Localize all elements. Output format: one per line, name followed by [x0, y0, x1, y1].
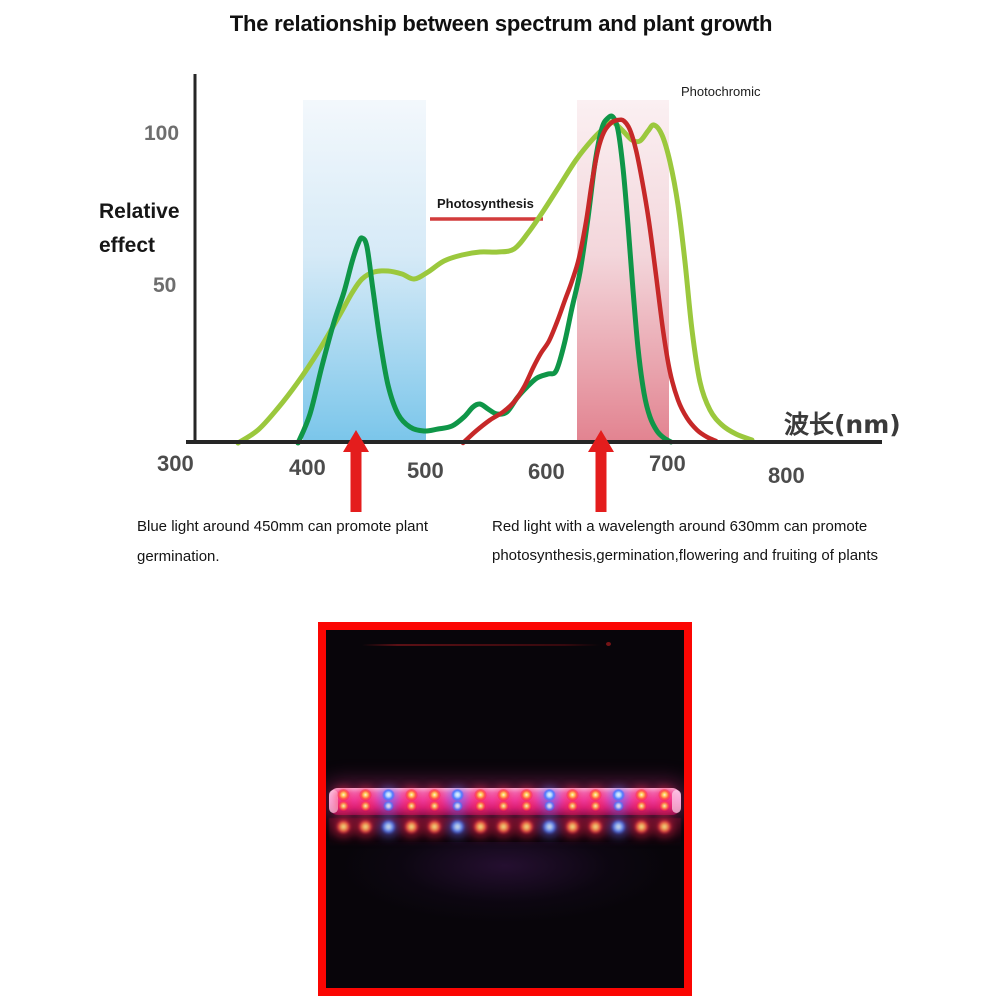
led-reflection-red [656, 820, 672, 835]
photochromic-label: Photochromic [681, 84, 761, 99]
x-tick-400: 400 [289, 455, 326, 480]
grow-light-photo [318, 622, 692, 996]
led-reflection-red [358, 820, 374, 835]
x-tick-500: 500 [407, 458, 444, 483]
led-red [566, 801, 578, 812]
led-red [498, 801, 509, 812]
red-light-arrow [588, 430, 614, 512]
led-blue [611, 789, 625, 802]
led-blue [383, 801, 395, 812]
led-reflection-red [473, 820, 489, 835]
led-reflection-red [335, 820, 351, 835]
led-red [497, 789, 510, 802]
ceiling-reflection-dot [606, 642, 611, 646]
led-reflection-red [496, 820, 511, 835]
led-reflection-blue [610, 820, 626, 835]
led-blue [612, 801, 624, 812]
led-blue [542, 789, 556, 802]
led-red [360, 801, 372, 812]
led-red [336, 789, 350, 802]
led-tube [329, 788, 681, 815]
red-light-caption: Red light with a wavelength around 630mm… [492, 518, 879, 564]
y-axis-label: Relative effect [99, 200, 180, 257]
led-red [588, 789, 602, 802]
led-blue [543, 801, 555, 812]
led-tube-reflection [329, 818, 681, 848]
x-tick-300: 300 [157, 451, 194, 476]
led-reflection-red [427, 820, 443, 835]
led-reflection-red [564, 820, 580, 835]
led-red [428, 789, 442, 802]
blue-light-band [303, 100, 426, 444]
led-blue [451, 789, 465, 802]
curve-photochromic [460, 117, 719, 446]
curve-photosynthesis-action [235, 119, 755, 446]
led-red [589, 801, 601, 812]
led-blue [382, 789, 396, 802]
led-reflection-blue [541, 820, 557, 835]
wavelength-unit-label: 波长(nm) [784, 410, 901, 439]
led-blue [452, 801, 464, 812]
led-reflection-red [587, 820, 603, 835]
led-red [474, 789, 488, 802]
led-red [657, 789, 671, 802]
led-red [634, 789, 648, 802]
ceiling-reflection-line [362, 644, 600, 646]
x-tick-700: 700 [649, 451, 686, 476]
led-red [405, 789, 419, 802]
y-tick-100: 100 [144, 122, 180, 145]
x-tick-800: 800 [768, 463, 805, 488]
y-tick-50: 50 [153, 274, 177, 297]
led-reflection-blue [450, 820, 466, 835]
floor-glow [344, 842, 666, 922]
blue-light-arrow [343, 430, 369, 512]
led-red [520, 801, 532, 812]
led-reflection-red [404, 820, 420, 835]
led-reflection-red [518, 820, 534, 835]
photosynthesis-label: Photosynthesis [437, 196, 534, 211]
led-red [475, 801, 487, 812]
led-red [565, 789, 579, 802]
led-reflection-blue [381, 820, 397, 835]
blue-light-caption: Blue light around 450mm can promote plan… [137, 518, 429, 565]
led-red [635, 801, 647, 812]
x-tick-600: 600 [528, 459, 565, 484]
page-title: The relationship between spectrum and pl… [229, 11, 773, 36]
led-reflection-red [633, 820, 649, 835]
led-red [337, 801, 349, 812]
led-red [359, 789, 373, 802]
led-red [519, 789, 533, 802]
led-red [658, 801, 670, 812]
led-red [406, 801, 418, 812]
led-red [429, 801, 441, 812]
